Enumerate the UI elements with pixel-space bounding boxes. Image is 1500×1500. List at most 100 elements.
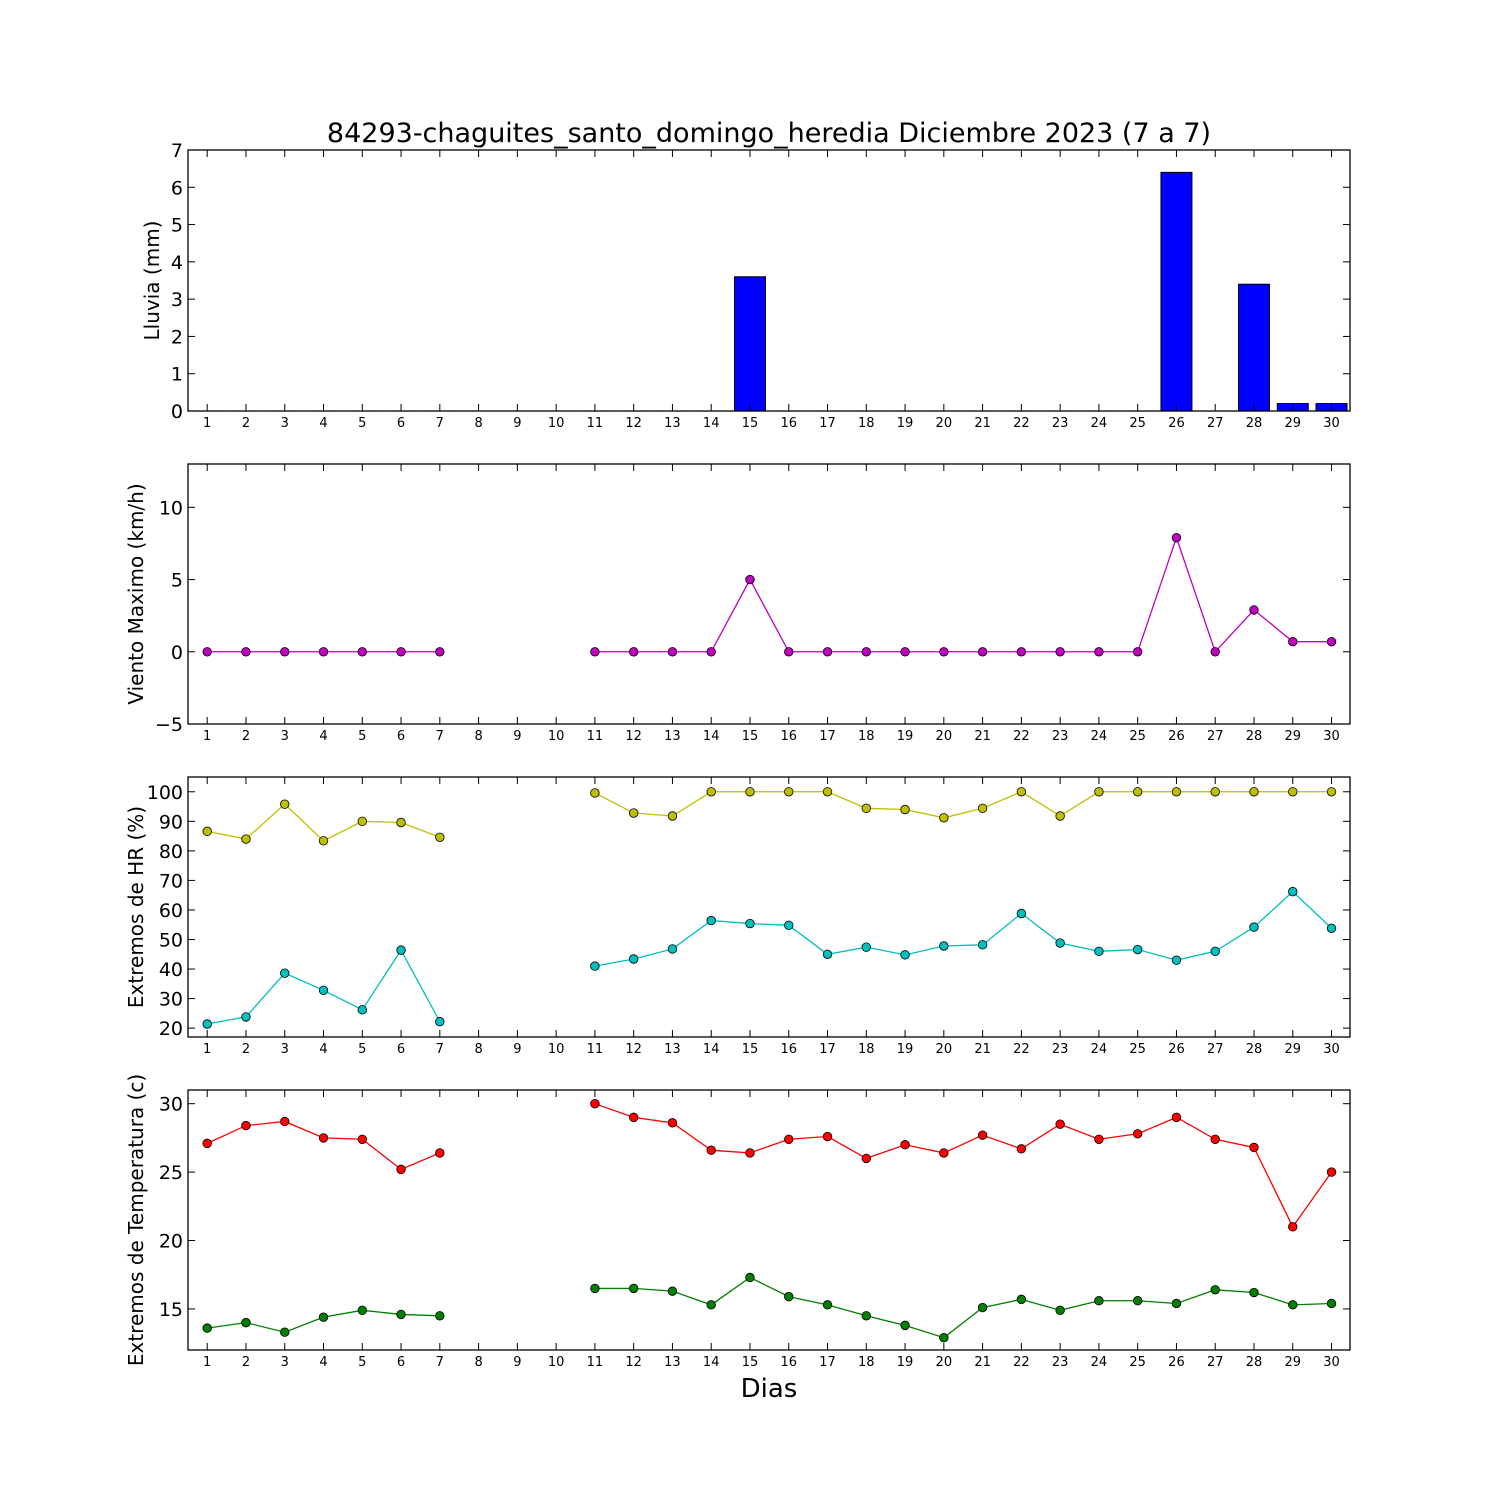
ytick-label: 30 [159, 989, 183, 1011]
data-point [318, 647, 329, 657]
data-point [1326, 1298, 1337, 1309]
data-point [1094, 946, 1104, 957]
xtick-label: 16 [780, 1042, 797, 1057]
data-point [280, 647, 290, 657]
xtick-label: 1 [203, 1042, 211, 1057]
data-point [357, 816, 367, 827]
data-point [822, 949, 833, 959]
data-point [822, 1131, 833, 1142]
ytick-label: 50 [159, 930, 183, 952]
bar [733, 276, 766, 412]
ytick-label: 10 [159, 497, 183, 519]
data-point [590, 961, 600, 971]
series-line [594, 890, 1332, 967]
data-point [590, 1098, 600, 1109]
data-point [667, 1286, 678, 1296]
data-point [628, 808, 639, 818]
data-point [435, 647, 445, 657]
y-axis-label: Viento Maximo (km/h) [124, 483, 148, 704]
data-point [1132, 1129, 1143, 1139]
data-point [977, 803, 988, 814]
bar [1237, 283, 1270, 412]
xtick-label: 25 [1129, 416, 1146, 431]
data-point [900, 804, 910, 815]
series-line [594, 535, 1332, 654]
data-point [396, 817, 406, 828]
xtick-label: 22 [1013, 416, 1030, 431]
data-point [1094, 787, 1104, 797]
series-line [594, 791, 1332, 819]
axes-frame [187, 776, 1351, 1038]
ytick-label: 4 [171, 252, 183, 274]
xtick-label: 29 [1284, 416, 1301, 431]
data-point [1326, 787, 1337, 797]
xtick-label: 17 [819, 416, 836, 431]
xtick-label: 15 [742, 1355, 759, 1370]
data-point [1288, 886, 1298, 897]
xtick-label: 28 [1246, 416, 1263, 431]
data-point [784, 1291, 794, 1302]
data-point [202, 647, 212, 657]
xtick-label: 16 [780, 416, 797, 431]
xtick-label: 14 [703, 729, 720, 744]
xtick-label: 18 [858, 416, 875, 431]
xtick-label: 26 [1168, 729, 1185, 744]
xtick-label: 6 [397, 416, 405, 431]
chart-title: 84293-chaguites_santo_domingo_heredia Di… [327, 118, 1211, 149]
xtick-label: 1 [203, 729, 211, 744]
xtick-label: 2 [242, 729, 250, 744]
xtick-label: 28 [1246, 1355, 1263, 1370]
xtick-label: 12 [625, 729, 642, 744]
series-line [594, 1276, 1332, 1339]
data-point [241, 647, 251, 657]
xtick-label: 28 [1246, 729, 1263, 744]
xtick-label: 24 [1091, 1355, 1108, 1370]
xtick-label: 27 [1207, 1042, 1224, 1057]
data-point [1326, 923, 1337, 933]
xtick-label: 25 [1129, 729, 1146, 744]
data-point [939, 941, 949, 951]
x-axis-label: Dias [741, 1374, 798, 1404]
data-point [1210, 1134, 1220, 1144]
xtick-label: 5 [358, 1042, 366, 1057]
data-point [357, 647, 367, 657]
xtick-label: 29 [1284, 729, 1301, 744]
data-point [667, 811, 678, 821]
xtick-label: 4 [319, 729, 327, 744]
data-point [1249, 922, 1259, 932]
xtick-label: 28 [1246, 1042, 1263, 1057]
data-point [1132, 787, 1143, 797]
xtick-label: 13 [664, 1042, 681, 1057]
data-point [667, 944, 678, 954]
xtick-label: 30 [1323, 1042, 1340, 1057]
series-line [206, 1120, 441, 1171]
xtick-label: 15 [742, 729, 759, 744]
xtick-label: 3 [281, 1042, 289, 1057]
data-point [861, 942, 871, 952]
data-point [357, 1305, 367, 1316]
xtick-label: 21 [974, 1355, 991, 1370]
xtick-label: 9 [513, 1042, 521, 1057]
xtick-label: 26 [1168, 416, 1185, 431]
xtick-label: 18 [858, 729, 875, 744]
data-point [202, 1019, 212, 1029]
data-point [745, 574, 755, 585]
data-point [1171, 1112, 1182, 1123]
xtick-label: 13 [664, 416, 681, 431]
data-point [1210, 787, 1220, 797]
axes-frame [187, 149, 1351, 412]
data-point [1326, 636, 1337, 647]
xtick-label: 24 [1091, 416, 1108, 431]
xtick-label: 8 [474, 729, 482, 744]
xtick-label: 2 [242, 1042, 250, 1057]
data-point [318, 836, 329, 846]
data-point [1210, 1285, 1220, 1295]
data-point [357, 1134, 367, 1144]
xtick-label: 27 [1207, 1355, 1224, 1370]
xtick-label: 8 [474, 1355, 482, 1370]
data-point [590, 788, 600, 798]
data-point [396, 945, 406, 955]
